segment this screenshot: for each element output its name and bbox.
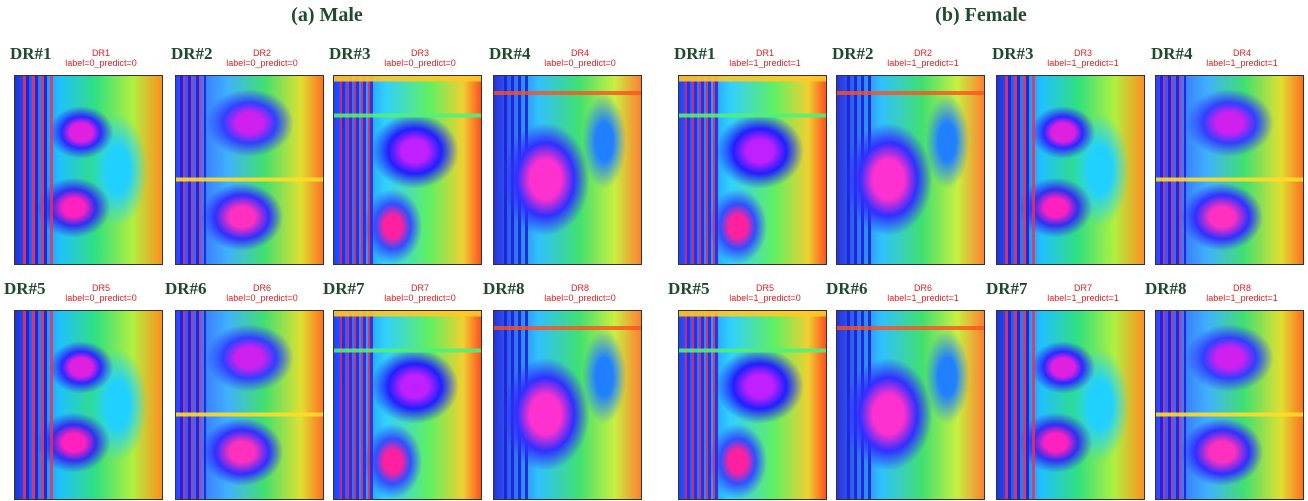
heatmap-image: [175, 75, 324, 265]
image-caption: label=0_predict=0: [187, 293, 337, 303]
image-title: DR7: [1008, 283, 1158, 293]
heatmap-image: [836, 75, 985, 265]
heatmap-image: [493, 75, 642, 265]
heatmap-image: [1155, 75, 1304, 265]
image-caption: label=0_predict=0: [26, 58, 176, 68]
image-caption: label=0_predict=0: [345, 293, 495, 303]
image-title: DR4: [1167, 48, 1308, 58]
figure: (() => { const data = JSON.parse(documen…: [0, 0, 1308, 501]
image-caption: label=1_predict=1: [1008, 58, 1158, 68]
heatmap-image: [14, 310, 163, 500]
image-caption: label=1_predict=1: [848, 293, 998, 303]
image-title: DR8: [505, 283, 655, 293]
image-title: DR5: [690, 283, 840, 293]
heatmap-image: [14, 75, 163, 265]
heatmap-image: [678, 310, 827, 500]
image-caption: label=1_predict=1: [1167, 293, 1308, 303]
image-title: DR1: [690, 48, 840, 58]
heatmap-image: [333, 310, 482, 500]
image-title: DR2: [187, 48, 337, 58]
image-caption: label=1_predict=1: [848, 58, 998, 68]
image-caption: label=1_predict=1: [1167, 58, 1308, 68]
image-caption: label=1_predict=1: [1008, 293, 1158, 303]
heatmap-image: [678, 75, 827, 265]
heatmap-image: [333, 75, 482, 265]
image-title: DR2: [848, 48, 998, 58]
image-title: DR1: [26, 48, 176, 58]
image-caption: label=0_predict=0: [505, 58, 655, 68]
image-caption: label=1_predict=0: [690, 293, 840, 303]
image-caption: label=0_predict=0: [345, 58, 495, 68]
heatmap-image: [996, 75, 1145, 265]
image-title: DR6: [187, 283, 337, 293]
image-caption: label=0_predict=0: [26, 293, 176, 303]
image-caption: label=0_predict=0: [187, 58, 337, 68]
image-title: DR3: [1008, 48, 1158, 58]
panel-title: (b) Female: [654, 4, 1308, 27]
heatmap-image: [996, 310, 1145, 500]
heatmap-image: [1155, 310, 1304, 500]
image-title: DR8: [1167, 283, 1308, 293]
image-title: DR3: [345, 48, 495, 58]
image-title: DR5: [26, 283, 176, 293]
image-caption: label=1_predict=1: [690, 58, 840, 68]
image-title: DR4: [505, 48, 655, 58]
image-title: DR6: [848, 283, 998, 293]
panel-title: (a) Male: [0, 4, 654, 27]
heatmap-image: [836, 310, 985, 500]
image-title: DR7: [345, 283, 495, 293]
heatmap-image: [493, 310, 642, 500]
heatmap-image: [175, 310, 324, 500]
image-caption: label=0_predict=0: [505, 293, 655, 303]
